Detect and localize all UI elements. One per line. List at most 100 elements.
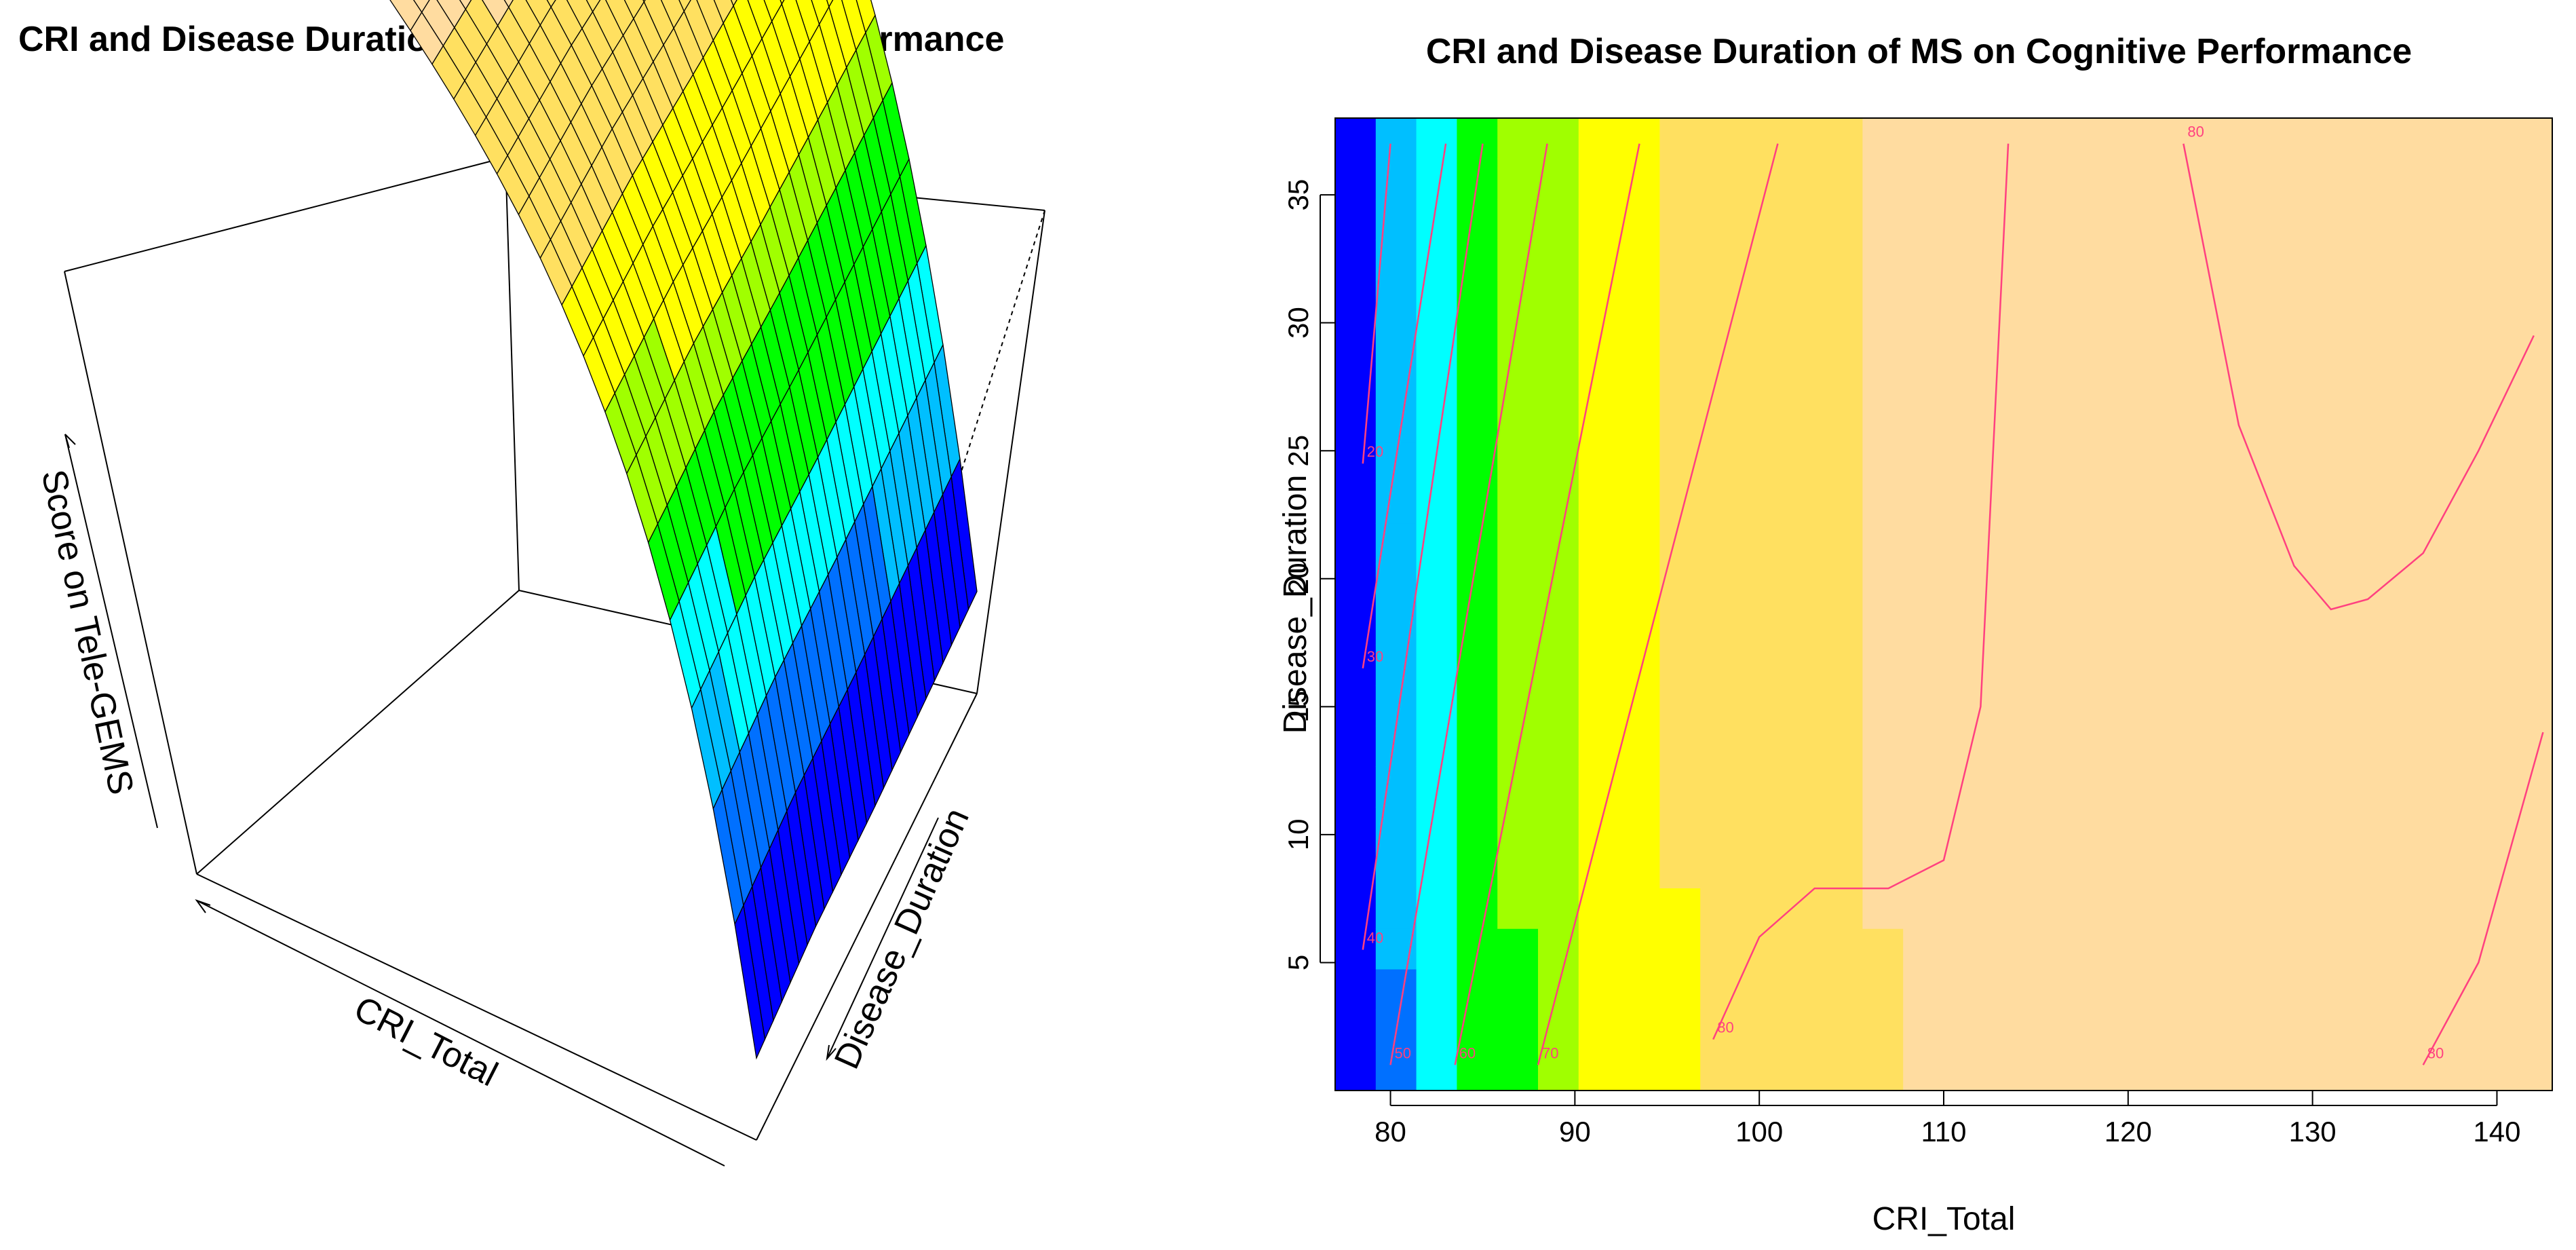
heatmap-cell [1659, 928, 1701, 970]
heatmap-cell [2106, 725, 2147, 767]
heatmap-cell [1538, 118, 1579, 159]
heatmap-cell [2187, 199, 2229, 240]
heatmap-cell [2024, 766, 2066, 808]
heatmap-cell [2187, 240, 2229, 281]
heatmap-cell [2024, 1050, 2066, 1091]
heatmap-cell [2065, 158, 2107, 200]
heatmap-cell [2471, 361, 2512, 402]
heatmap-cell [2471, 199, 2512, 240]
heatmap-cell [2349, 523, 2391, 565]
heatmap-cell [1416, 482, 1457, 524]
heatmap-cell [1903, 442, 1944, 483]
heatmap-cell [1822, 766, 1863, 808]
contour-label: 80 [2427, 1044, 2444, 1061]
heatmap-cell [1335, 280, 1377, 322]
heatmap-cell [1862, 766, 1904, 808]
heatmap-cell [1335, 847, 1377, 889]
heatmap-cell [1781, 320, 1823, 362]
heatmap-cell [2227, 807, 2269, 848]
heatmap-cell [2512, 604, 2553, 645]
heatmap-cell [1497, 766, 1539, 808]
heatmap-cell [2309, 563, 2350, 605]
heatmap-cell [1984, 725, 2026, 767]
heatmap-cell [2471, 563, 2512, 605]
heatmap-cell [1862, 118, 1904, 159]
heatmap-cell [1700, 118, 1742, 159]
heatmap-cell [1619, 645, 1660, 686]
heatmap-cell [1944, 847, 1985, 889]
heatmap-cell [2268, 888, 2309, 929]
heatmap-cell [2309, 442, 2350, 483]
heatmap-cell [1822, 563, 1863, 605]
heatmap-cell [1375, 118, 1417, 159]
heatmap-cell [2430, 199, 2472, 240]
heatmap-cell [1538, 1009, 1579, 1050]
heatmap-cell [1659, 401, 1701, 443]
y-tick-label: 25 [1282, 435, 1314, 467]
heatmap-cell [1659, 523, 1701, 565]
heatmap-cell [1700, 685, 1742, 727]
heatmap-cell [2309, 888, 2350, 929]
heatmap-cell [1578, 563, 1620, 605]
heatmap-cell [2512, 968, 2553, 1010]
heatmap-cell [2430, 847, 2472, 889]
heatmap-cell [2147, 685, 2188, 727]
heatmap-cell [1619, 361, 1660, 402]
heatmap-cell [2349, 280, 2391, 322]
heatmap-cell [2349, 888, 2391, 929]
heatmap-cell [1984, 968, 2026, 1010]
x-tick-label: 90 [1559, 1116, 1591, 1148]
heatmap-cell [1822, 482, 1863, 524]
heatmap-cell [2430, 240, 2472, 281]
heatmap-cell [2024, 401, 2066, 443]
heatmap-cell [2024, 725, 2066, 767]
heatmap-cell [1416, 968, 1457, 1010]
heatmap-cell [1619, 604, 1660, 645]
heatmap-cell [2512, 1009, 2553, 1050]
heatmap-cell [1619, 118, 1660, 159]
heatmap-cell [2512, 280, 2553, 322]
heatmap-cell [2065, 807, 2107, 848]
heatmap-cell [1822, 645, 1863, 686]
heatmap-cell [2349, 604, 2391, 645]
heatmap-cell [2187, 807, 2229, 848]
heatmap-cell [2349, 118, 2391, 159]
heatmap-cell [1944, 807, 1985, 848]
heatmap-cell [1822, 118, 1863, 159]
heatmap-title: CRI and Disease Duration of MS on Cognit… [1425, 32, 2412, 71]
heatmap-cell [2106, 604, 2147, 645]
heatmap-cell [1944, 320, 1985, 362]
heatmap-cell [1375, 240, 1417, 281]
axis-arrows [64, 434, 939, 1167]
heatmap-cell [1862, 280, 1904, 322]
heatmap-cell [2309, 847, 2350, 889]
heatmap-cell [1619, 928, 1660, 970]
heatmap-plot: 20 30 40 50 60 70 80 80 80 80 90 100 110 120 130 140 5… [1277, 117, 2553, 1237]
heatmap-cell [1538, 766, 1579, 808]
heatmap-cell [1781, 401, 1823, 443]
heatmap-cell [1741, 645, 1782, 686]
heatmap-cell [1741, 482, 1782, 524]
heatmap-cell [1497, 442, 1539, 483]
heatmap-cell [2471, 1050, 2512, 1091]
heatmap-cell [1659, 280, 1701, 322]
heatmap-cell [1700, 604, 1742, 645]
heatmap-cell [1903, 807, 1944, 848]
heatmap-cell [1538, 361, 1579, 402]
heatmap-cell [2106, 1050, 2147, 1091]
heatmap-cell [2187, 604, 2229, 645]
heatmap-cell [1984, 685, 2026, 727]
heatmap-cell [2349, 685, 2391, 727]
heatmap-cell [1497, 968, 1539, 1010]
heatmap-cell [1822, 807, 1863, 848]
heatmap-cell [2065, 320, 2107, 362]
heatmap-cell [2389, 523, 2431, 565]
heatmap-cell [1741, 442, 1782, 483]
heatmap-cell [1822, 685, 1863, 727]
heatmap-cell [2268, 523, 2309, 565]
x-axis-label: CRI_Total [348, 989, 504, 1094]
heatmap-cell [2227, 482, 2269, 524]
heatmap-cell [2106, 199, 2147, 240]
heatmap-cell [1578, 401, 1620, 443]
heatmap-cell [2147, 1009, 2188, 1050]
